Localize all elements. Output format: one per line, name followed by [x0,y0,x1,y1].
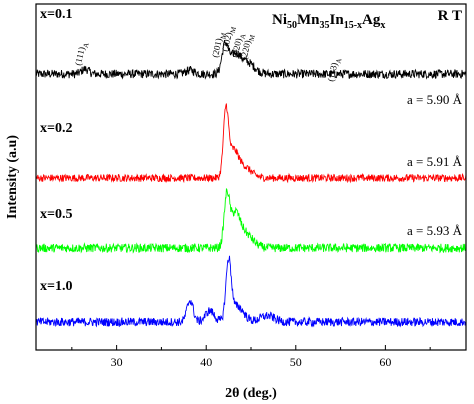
x-tick-label: 50 [290,355,302,369]
series-labels: x=0.1 a = 5.90 Å x=0.2 a = 5.91 Å x=0.5 a = 5… [40,7,463,294]
y-axis-label: Intensity (a.u) [5,135,20,219]
x-axis-label: 2θ (deg.) [225,386,277,401]
x-axis-ticks: 30 40 50 60 [71,345,431,369]
x-tick-label: 40 [200,355,212,369]
lattice-parameter-label: a = 5.93 Å [407,223,463,238]
series-label: x=1.0 [40,279,72,294]
x-tick-label: 60 [379,355,391,369]
series-trace-3 [35,187,467,254]
lattice-parameter-label: a = 5.91 Å [407,154,463,169]
temperature-label: R T [438,8,462,24]
peak-annotation: (111)A [73,41,91,67]
peak-annotation: (220)A [230,32,248,59]
series-trace-1 [35,40,467,80]
series-traces [35,40,467,328]
x-tick-label: 30 [111,355,123,369]
peak-annotation: (113)A [326,57,344,83]
peak-annotations: (111)A (201)M(202)M(220)A(220)M (113)A [73,24,344,83]
series-trace-4 [35,255,467,328]
series-trace-2 [35,103,467,184]
lattice-parameter-label: a = 5.90 Å [407,92,463,107]
peak-annotation: (201)M [210,30,228,59]
series-label: x=0.2 [40,121,72,136]
peak-annotation: (202)M [220,24,238,53]
series-label: x=0.5 [40,207,72,222]
peak-annotation: (220)M [239,32,257,61]
series-label: x=0.1 [40,7,72,22]
chart-title: Ni50Mn35In15-xAgx [272,12,385,31]
